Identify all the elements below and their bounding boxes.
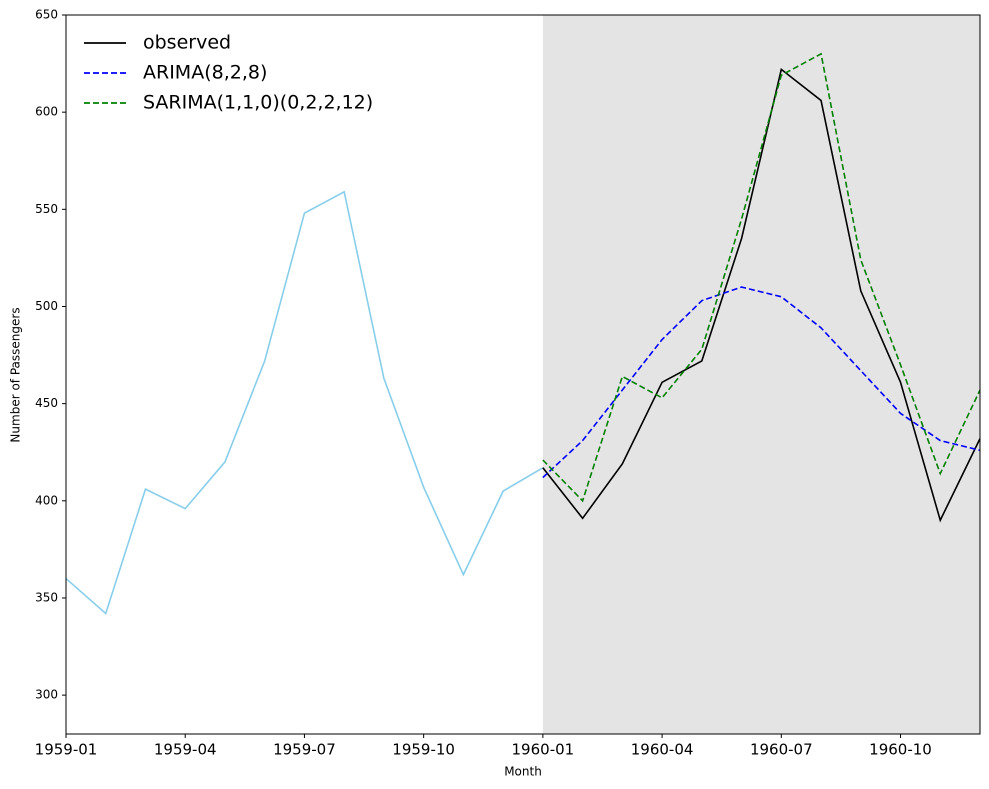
x-tick-label: 1959-10 — [392, 741, 455, 759]
y-tick-label: 650 — [35, 8, 58, 22]
legend-label: SARIMA(1,1,0)(0,2,2,12) — [143, 92, 373, 114]
x-tick-label: 1960-10 — [869, 741, 932, 759]
legend-label: observed — [143, 32, 231, 54]
x-tick-label: 1959-01 — [35, 741, 98, 759]
legend-label: ARIMA(8,2,8) — [143, 62, 267, 84]
x-tick-label: 1959-07 — [273, 741, 336, 759]
y-tick-label: 450 — [35, 396, 58, 410]
x-tick-label: 1960-04 — [631, 741, 694, 759]
y-tick-label: 300 — [35, 688, 58, 702]
x-tick-label: 1959-04 — [154, 741, 217, 759]
y-axis-label: Number of Passengers — [9, 307, 23, 442]
y-tick-label: 400 — [35, 493, 58, 507]
plot-frame — [65, 14, 981, 735]
shaded-region — [542, 15, 980, 734]
y-tick-label: 600 — [35, 105, 58, 119]
y-tick-label: 350 — [35, 590, 58, 604]
y-tick-label: 550 — [35, 202, 58, 216]
series-line — [542, 286, 981, 479]
series-line — [542, 52, 981, 503]
series-line — [542, 68, 981, 523]
series-line — [65, 190, 544, 615]
y-tick-label: 500 — [35, 299, 58, 313]
x-tick-label: 1960-07 — [750, 741, 813, 759]
x-axis-label: Month — [504, 765, 542, 779]
x-tick-label: 1960-01 — [512, 741, 575, 759]
